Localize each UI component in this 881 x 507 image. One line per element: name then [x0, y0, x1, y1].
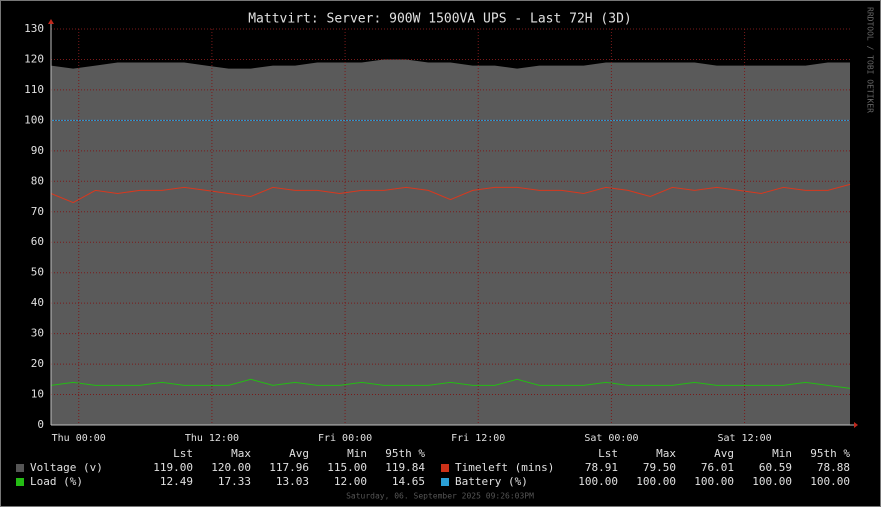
- legend-stat: 79.50: [643, 461, 676, 474]
- legend-header: Min: [772, 447, 792, 460]
- footer: Saturday, 06. September 2025 09:26:03PM: [346, 492, 534, 501]
- line: [50, 378, 851, 389]
- legend-stat: 100.00: [578, 475, 618, 488]
- legend-stat: 117.96: [269, 461, 309, 474]
- x-tick-label: Sat 12:00: [717, 433, 771, 444]
- legend-header: 95th %: [810, 447, 850, 460]
- legend-label: Load (%): [30, 475, 83, 488]
- y-tick-label: 130: [24, 22, 44, 35]
- legend-stat: 120.00: [211, 461, 251, 474]
- legend-stat: 78.88: [817, 461, 850, 474]
- y-tick-label: 90: [31, 144, 44, 157]
- legend-swatch: [16, 478, 24, 486]
- legend-stat: 119.00: [153, 461, 193, 474]
- legend-stat: 13.03: [276, 475, 309, 488]
- legend-stat: 115.00: [327, 461, 367, 474]
- legend-header: Lst: [173, 447, 193, 460]
- legend-header: Max: [656, 447, 676, 460]
- y-tick-label: 60: [31, 235, 44, 248]
- side-text: RRDTOOL / TOBI OETIKER: [866, 7, 875, 113]
- legend-swatch: [441, 478, 449, 486]
- legend-stat: 100.00: [694, 475, 734, 488]
- y-tick-label: 70: [31, 205, 44, 218]
- y-tick-label: 80: [31, 174, 44, 187]
- x-tick-label: Sat 00:00: [584, 433, 638, 444]
- legend-stat: 119.84: [385, 461, 425, 474]
- line: [50, 183, 851, 204]
- y-tick-label: 50: [31, 266, 44, 279]
- legend-swatch: [441, 464, 449, 472]
- legend-stat: 100.00: [636, 475, 676, 488]
- legend-swatch: [16, 464, 24, 472]
- y-tick-label: 110: [24, 83, 44, 96]
- legend-stat: 100.00: [752, 475, 792, 488]
- y-tick-label: 40: [31, 296, 44, 309]
- legend-stat: 76.01: [701, 461, 734, 474]
- axis-arrow: [854, 422, 858, 428]
- legend-stat: 100.00: [810, 475, 850, 488]
- legend-header: Avg: [714, 447, 734, 460]
- y-tick-label: 20: [31, 357, 44, 370]
- y-tick-label: 30: [31, 327, 44, 340]
- y-tick-label: 0: [37, 418, 44, 431]
- legend-label: Battery (%): [455, 475, 528, 488]
- legend-stat: 60.59: [759, 461, 792, 474]
- legend-label: Timeleft (mins): [455, 461, 554, 474]
- chart-title: Mattvirt: Server: 900W 1500VA UPS - Last…: [248, 12, 632, 27]
- y-tick-label: 100: [24, 113, 44, 126]
- legend-header: Max: [231, 447, 251, 460]
- x-tick-label: Thu 00:00: [52, 433, 106, 444]
- legend-label: Voltage (v): [30, 461, 103, 474]
- legend-header: Avg: [289, 447, 309, 460]
- y-tick-label: 10: [31, 388, 44, 401]
- x-tick-label: Thu 12:00: [185, 433, 239, 444]
- axis-arrow: [48, 19, 54, 24]
- legend-stat: 12.00: [334, 475, 367, 488]
- y-tick-label: 120: [24, 52, 44, 65]
- legend-stat: 12.49: [160, 475, 193, 488]
- legend-header: Lst: [598, 447, 618, 460]
- legend-stat: 78.91: [585, 461, 618, 474]
- x-tick-label: Fri 00:00: [318, 433, 372, 444]
- legend-header: 95th %: [385, 447, 425, 460]
- x-tick-label: Fri 12:00: [451, 433, 505, 444]
- legend-stat: 17.33: [218, 475, 251, 488]
- legend-header: Min: [347, 447, 367, 460]
- legend-stat: 14.65: [392, 475, 425, 488]
